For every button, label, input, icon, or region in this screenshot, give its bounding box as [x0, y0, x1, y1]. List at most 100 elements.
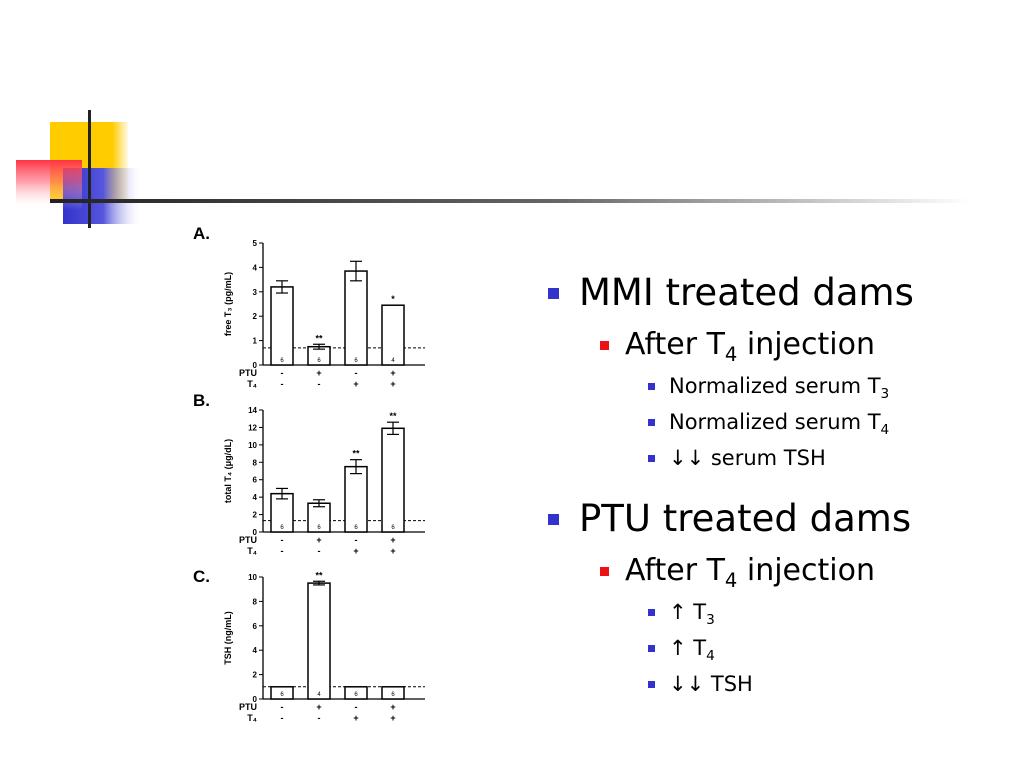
bullet-marker: [548, 513, 559, 525]
sample-size-label: 4: [317, 692, 321, 698]
panel-label: A.: [193, 224, 210, 243]
bullet-mmi-after-text: After T4 injection: [625, 327, 875, 366]
group-sign: -: [281, 368, 284, 378]
bullet-marker: [548, 287, 559, 299]
panel-label: B.: [193, 391, 210, 410]
bullet-ptu: PTU treated dams: [548, 494, 1008, 544]
sample-size-label: 6: [280, 525, 284, 531]
bullet-mmi-item-2: Normalized serum T4: [548, 406, 1008, 438]
group-sign: +: [353, 546, 358, 556]
y-tick-label: 0: [253, 528, 258, 537]
sample-size-label: 6: [280, 358, 284, 364]
group-sign: +: [316, 702, 321, 712]
y-tick-label: 1: [253, 337, 258, 346]
bullet-ptu-after: After T4 injection: [548, 550, 1008, 592]
bar: [381, 686, 405, 700]
bullet-mmi-item-3: ↓↓ serum TSH: [548, 442, 1008, 474]
group-sign: -: [281, 535, 284, 545]
group-sign: +: [390, 535, 395, 545]
y-tick-label: 4: [253, 263, 258, 272]
group-sign: +: [353, 713, 358, 723]
y-tick-label: 2: [253, 511, 258, 520]
group-sign: -: [318, 546, 321, 556]
y-tick-label: 6: [253, 476, 258, 485]
bar: [381, 427, 405, 533]
y-tick-label: 0: [253, 695, 258, 704]
bar: [381, 304, 405, 366]
group-row-label: PTU: [239, 702, 257, 712]
panel-label: C.: [193, 567, 210, 586]
bullet-mmi: MMI treated dams: [548, 268, 1008, 318]
bullet-marker: [648, 680, 655, 688]
significance-marker: **: [315, 570, 323, 580]
y-tick-label: 10: [248, 573, 257, 582]
bullet-ptu-item-3: ↓↓ TSH: [548, 668, 1008, 700]
group-sign: -: [281, 702, 284, 712]
bullet-ptu-item-1: ↑ T3: [548, 596, 1008, 628]
group-sign: -: [355, 368, 358, 378]
group-sign: -: [281, 379, 284, 389]
group-sign: +: [316, 368, 321, 378]
y-tick-label: 4: [253, 493, 258, 502]
group-row-label: T₄: [247, 379, 257, 389]
y-tick-label: 6: [253, 622, 258, 631]
group-sign: -: [318, 713, 321, 723]
sample-size-label: 6: [354, 525, 358, 531]
sample-size-label: 6: [280, 692, 284, 698]
group-sign: -: [355, 535, 358, 545]
bar: [270, 286, 294, 366]
bullet-marker: [648, 454, 655, 462]
y-tick-label: 8: [253, 458, 258, 467]
group-sign: -: [281, 713, 284, 723]
bullet-marker: [600, 566, 609, 576]
sample-size-label: 6: [317, 525, 321, 531]
significance-marker: **: [315, 333, 323, 343]
bullet-ptu-text: PTU treated dams: [579, 497, 912, 540]
bullet-list: MMI treated dams After T4 injection Norm…: [548, 268, 1008, 700]
sample-size-label: 6: [391, 692, 395, 698]
y-tick-label: 8: [253, 597, 258, 606]
group-sign: +: [390, 702, 395, 712]
bullet-ptu-after-text: After T4 injection: [625, 553, 875, 592]
bullet-marker: [648, 644, 655, 652]
group-sign: +: [390, 379, 395, 389]
bar: [344, 270, 368, 366]
group-sign: -: [355, 702, 358, 712]
bar: [344, 686, 368, 700]
deco-vertical-rule: [88, 110, 91, 228]
bullet-marker: [600, 340, 609, 350]
deco-horizontal-rule: [50, 199, 970, 203]
group-sign: +: [316, 535, 321, 545]
bullet-mmi-after: After T4 injection: [548, 324, 1008, 366]
bullet-marker: [648, 382, 655, 390]
y-tick-label: 5: [253, 239, 258, 248]
bar: [307, 582, 331, 700]
group-row-label: T₄: [247, 713, 257, 723]
group-row-label: PTU: [239, 535, 257, 545]
sample-size-label: 6: [391, 525, 395, 531]
group-sign: +: [353, 379, 358, 389]
bar: [344, 465, 368, 533]
y-tick-label: 2: [253, 312, 258, 321]
y-tick-label: 4: [253, 646, 258, 655]
y-axis-label: total T₄ (μg/dL): [223, 439, 233, 503]
bullet-mmi-text: MMI treated dams: [579, 271, 914, 314]
y-tick-label: 0: [253, 361, 258, 370]
group-sign: -: [318, 379, 321, 389]
y-axis-label: free T₃ (pg/mL): [223, 272, 233, 336]
group-row-label: PTU: [239, 368, 257, 378]
significance-marker: *: [391, 294, 395, 304]
bullet-marker: [648, 418, 655, 426]
sample-size-label: 4: [391, 358, 395, 364]
sample-size-label: 6: [354, 358, 358, 364]
bullet-marker: [648, 608, 655, 616]
y-axis-label: TSH (ng/mL): [223, 611, 233, 665]
significance-marker: **: [352, 449, 360, 459]
y-tick-label: 14: [248, 406, 257, 415]
group-sign: -: [281, 546, 284, 556]
y-tick-label: 2: [253, 671, 258, 680]
bar: [270, 686, 294, 700]
group-sign: +: [390, 713, 395, 723]
group-sign: +: [390, 368, 395, 378]
